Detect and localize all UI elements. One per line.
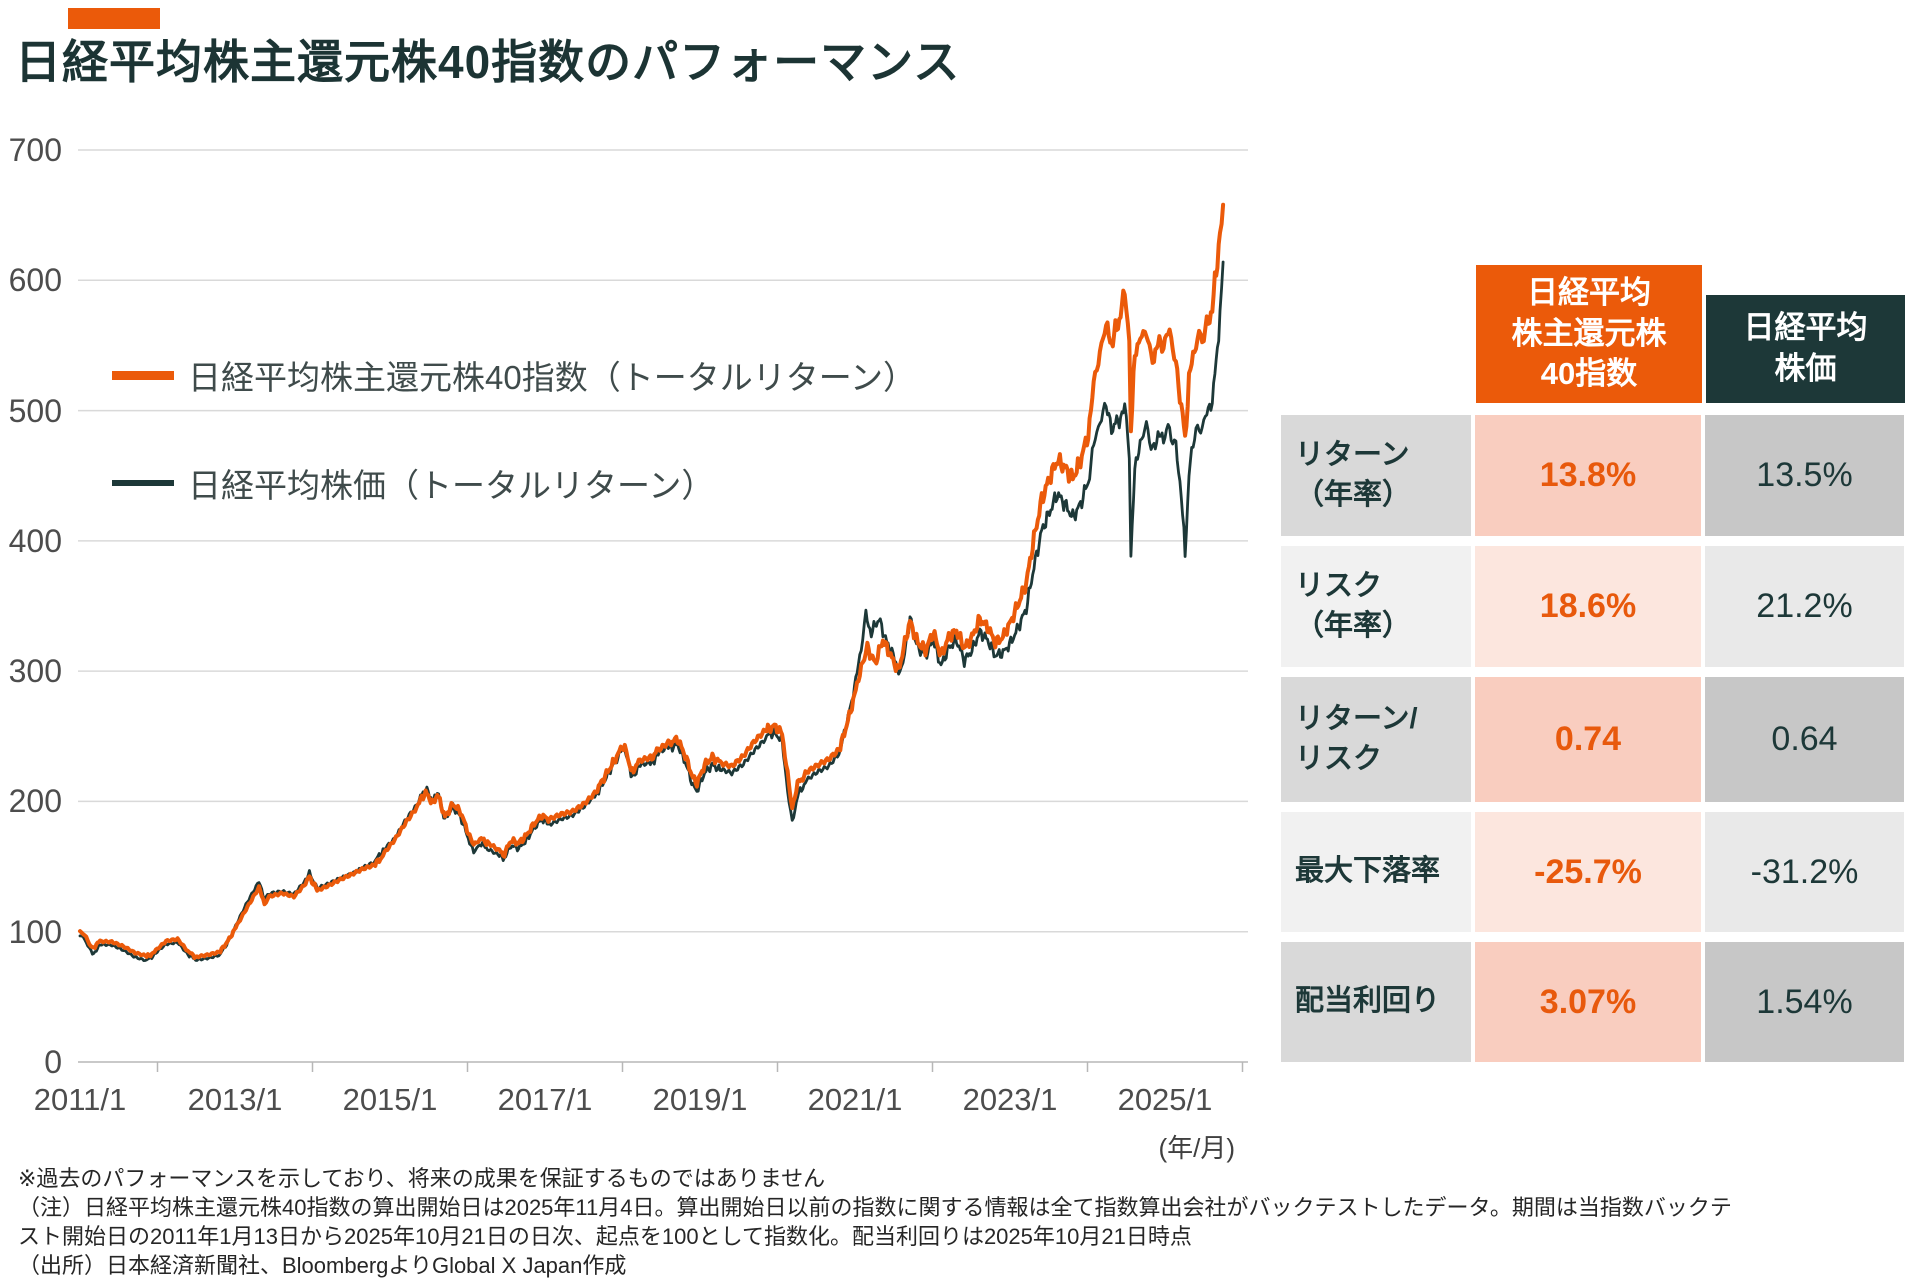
legend-line-swatch-orange: [112, 370, 174, 380]
table-header-nikkei: 日経平均 株価: [1706, 295, 1905, 403]
x-axis-label: 2013/1: [187, 1082, 283, 1117]
legend-label-index40: 日経平均株主還元株40指数（トータルリターン）: [188, 359, 917, 396]
y-axis-label: 300: [8, 653, 62, 690]
value-risk-nikkei: 21.2%: [1705, 546, 1904, 667]
series-line-index40: [78, 202, 1226, 960]
value-dividend-yield-nikkei: 1.54%: [1705, 942, 1904, 1062]
y-axis-label: 400: [8, 522, 62, 559]
value-return-risk-nikkei: 0.64: [1705, 677, 1904, 802]
chart-legend: 日経平均株主還元株40指数（トータルリターン） 日経平均株価（トータルリターン）: [112, 354, 916, 570]
row-label-return-risk: リターン/ リスク: [1281, 677, 1471, 802]
footnotes: ※過去のパフォーマンスを示しており、将来の成果を保証するものではありません （注…: [18, 1164, 1913, 1280]
legend-item-nikkei: 日経平均株価（トータルリターン）: [112, 462, 916, 504]
y-axis-label: 200: [8, 783, 62, 820]
legend-label-nikkei: 日経平均株価（トータルリターン）: [188, 467, 715, 504]
value-max-drawdown-index40: -25.7%: [1475, 812, 1701, 932]
y-axis-label: 600: [8, 262, 62, 299]
x-axis-label: 2015/1: [342, 1082, 438, 1117]
value-max-drawdown-nikkei: -31.2%: [1705, 812, 1904, 932]
y-axis-label: 500: [8, 392, 62, 429]
value-return-risk-index40: 0.74: [1475, 677, 1701, 802]
footnote-disclaimer: ※過去のパフォーマンスを示しており、将来の成果を保証するものではありません: [18, 1166, 826, 1191]
value-return-nikkei: 13.5%: [1705, 415, 1904, 536]
x-axis-label: 2021/1: [807, 1082, 903, 1117]
y-axis-label: 0: [44, 1044, 62, 1080]
x-axis-label: 2025/1: [1117, 1082, 1213, 1117]
y-axis-label: 700: [8, 132, 62, 168]
footnote-note-2: スト開始日の2011年1月13日から2025年10月21日の日次、起点を100と…: [18, 1224, 1192, 1249]
title-accent-dash: [68, 8, 160, 29]
row-label-dividend-yield: 配当利回り: [1281, 942, 1471, 1062]
x-axis-label: 2011/1: [33, 1082, 127, 1117]
legend-line-swatch-dark: [112, 480, 174, 486]
x-axis-unit-label: (年/月): [1158, 1133, 1235, 1163]
table-header-index40: 日経平均 株主還元株 40指数: [1476, 265, 1702, 403]
value-return-index40: 13.8%: [1475, 415, 1701, 536]
stats-table: リターン （年率） 13.8% 13.5% リスク （年率） 18.6% 21.…: [1281, 415, 1905, 1062]
x-axis: 2011/1 2013/1 2015/1 2017/1 2019/1 2021/1 2023…: [0, 1082, 1300, 1122]
row-label-return: リターン （年率）: [1281, 415, 1471, 536]
value-dividend-yield-index40: 3.07%: [1475, 942, 1701, 1062]
footnote-source: （出所）日本経済新聞社、BloombergよりGlobal X Japan作成: [18, 1253, 627, 1278]
value-risk-index40: 18.6%: [1475, 546, 1701, 667]
x-axis-label: 2017/1: [497, 1082, 593, 1117]
y-axis: 0 100 200 300 400 500 600 700: [0, 0, 70, 1100]
row-label-max-drawdown: 最大下落率: [1281, 812, 1471, 932]
y-axis-label: 100: [8, 913, 62, 950]
legend-item-index40: 日経平均株主還元株40指数（トータルリターン）: [112, 354, 916, 396]
row-label-risk: リスク （年率）: [1281, 546, 1471, 667]
x-axis-label: 2023/1: [962, 1082, 1058, 1117]
page-title: 日経平均株主還元株40指数のパフォーマンス: [15, 36, 961, 88]
footnote-note-1: （注）日経平均株主還元株40指数の算出開始日は2025年11月4日。算出開始日以…: [18, 1195, 1732, 1220]
x-axis-label: 2019/1: [652, 1082, 748, 1117]
